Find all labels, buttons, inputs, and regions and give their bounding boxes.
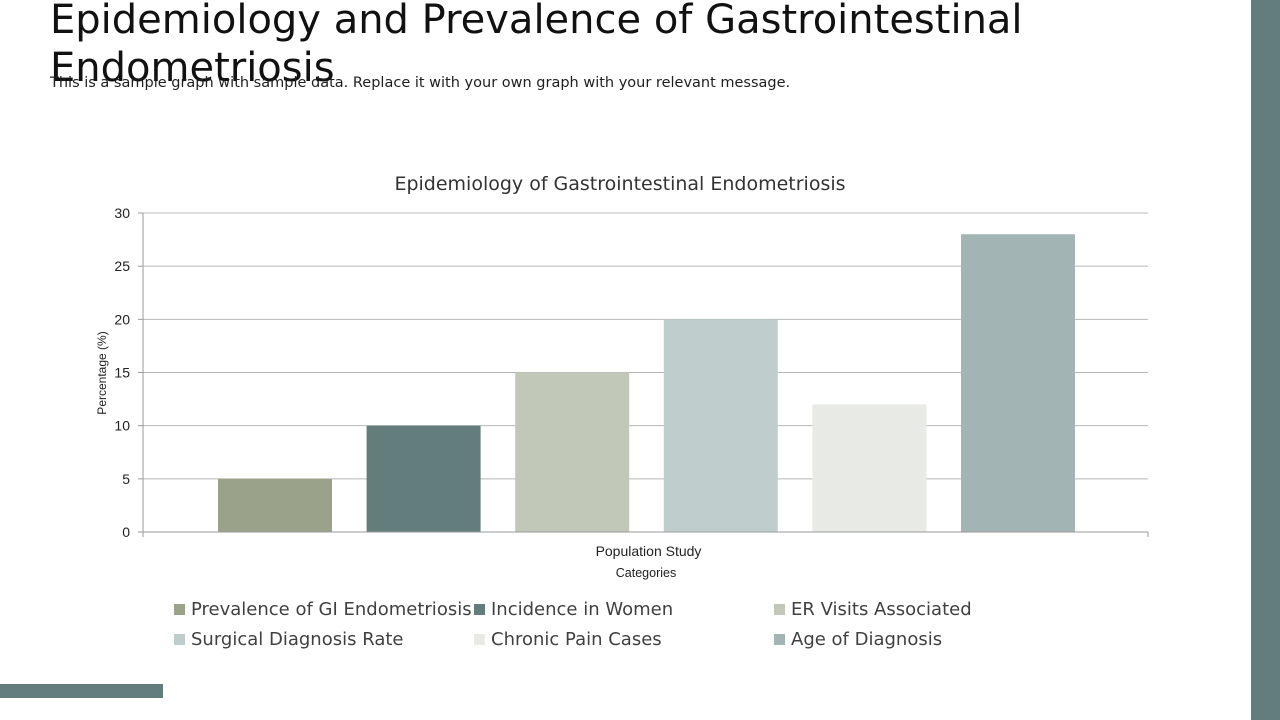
bar-age-of-diagnosis — [961, 234, 1075, 532]
legend-label: Prevalence of GI Endometriosis — [191, 598, 472, 620]
bar-er-visits-associated — [515, 372, 630, 532]
chart-title: Epidemiology of Gastrointestinal Endomet… — [394, 173, 845, 195]
bars — [218, 234, 1075, 532]
slide-title: Epidemiology and Prevalence of Gastroint… — [50, 0, 1023, 91]
y-tick-label: 15 — [114, 365, 130, 381]
y-tick-label: 20 — [114, 311, 130, 327]
legend-item: Surgical Diagnosis Rate — [174, 628, 474, 650]
y-axis-label: Percentage (%) — [95, 331, 109, 414]
legend-item: Chronic Pain Cases — [474, 628, 774, 650]
y-tick-label: 30 — [114, 205, 130, 221]
legend-label: Chronic Pain Cases — [491, 628, 662, 650]
slide-subtitle: This is a sample graph with sample data.… — [50, 75, 791, 91]
right-accent-bar — [1251, 0, 1280, 720]
y-tick-label: 25 — [114, 258, 130, 274]
legend-item: Incidence in Women — [474, 598, 774, 620]
y-axis-ticks: 0 5 10 15 20 25 30 — [114, 205, 143, 540]
legend-item: ER Visits Associated — [774, 598, 1004, 620]
x-axis-label: Categories — [616, 566, 676, 580]
legend-swatch — [474, 603, 485, 615]
legend-item: Prevalence of GI Endometriosis — [174, 598, 474, 620]
chart-legend: Prevalence of GI Endometriosis Incidence … — [174, 598, 1004, 650]
y-tick-label: 0 — [122, 524, 130, 540]
legend-label: Incidence in Women — [491, 598, 674, 620]
legend-label: ER Visits Associated — [791, 598, 972, 620]
y-tick-label: 10 — [114, 418, 130, 434]
legend-swatch — [174, 633, 185, 645]
legend-label: Surgical Diagnosis Rate — [191, 628, 404, 650]
bar-chart: Epidemiology of Gastrointestinal Endomet… — [95, 173, 1149, 580]
bar-prevalence-of-gi-endometriosis — [218, 478, 332, 532]
legend-swatch — [174, 603, 185, 615]
bar-chronic-pain-cases — [812, 404, 927, 532]
x-axis-ticks: Population Study — [142, 532, 1149, 559]
legend-item: Age of Diagnosis — [774, 628, 1004, 650]
legend-swatch — [774, 603, 785, 615]
x-tick-label: Population Study — [596, 543, 702, 559]
legend-label: Age of Diagnosis — [791, 628, 943, 650]
bar-surgical-diagnosis-rate — [663, 319, 778, 532]
legend-swatch — [474, 633, 485, 645]
bottom-accent-bar — [0, 684, 163, 698]
y-tick-label: 5 — [122, 471, 130, 487]
legend-swatch — [774, 633, 785, 645]
bar-incidence-in-women — [366, 425, 481, 532]
